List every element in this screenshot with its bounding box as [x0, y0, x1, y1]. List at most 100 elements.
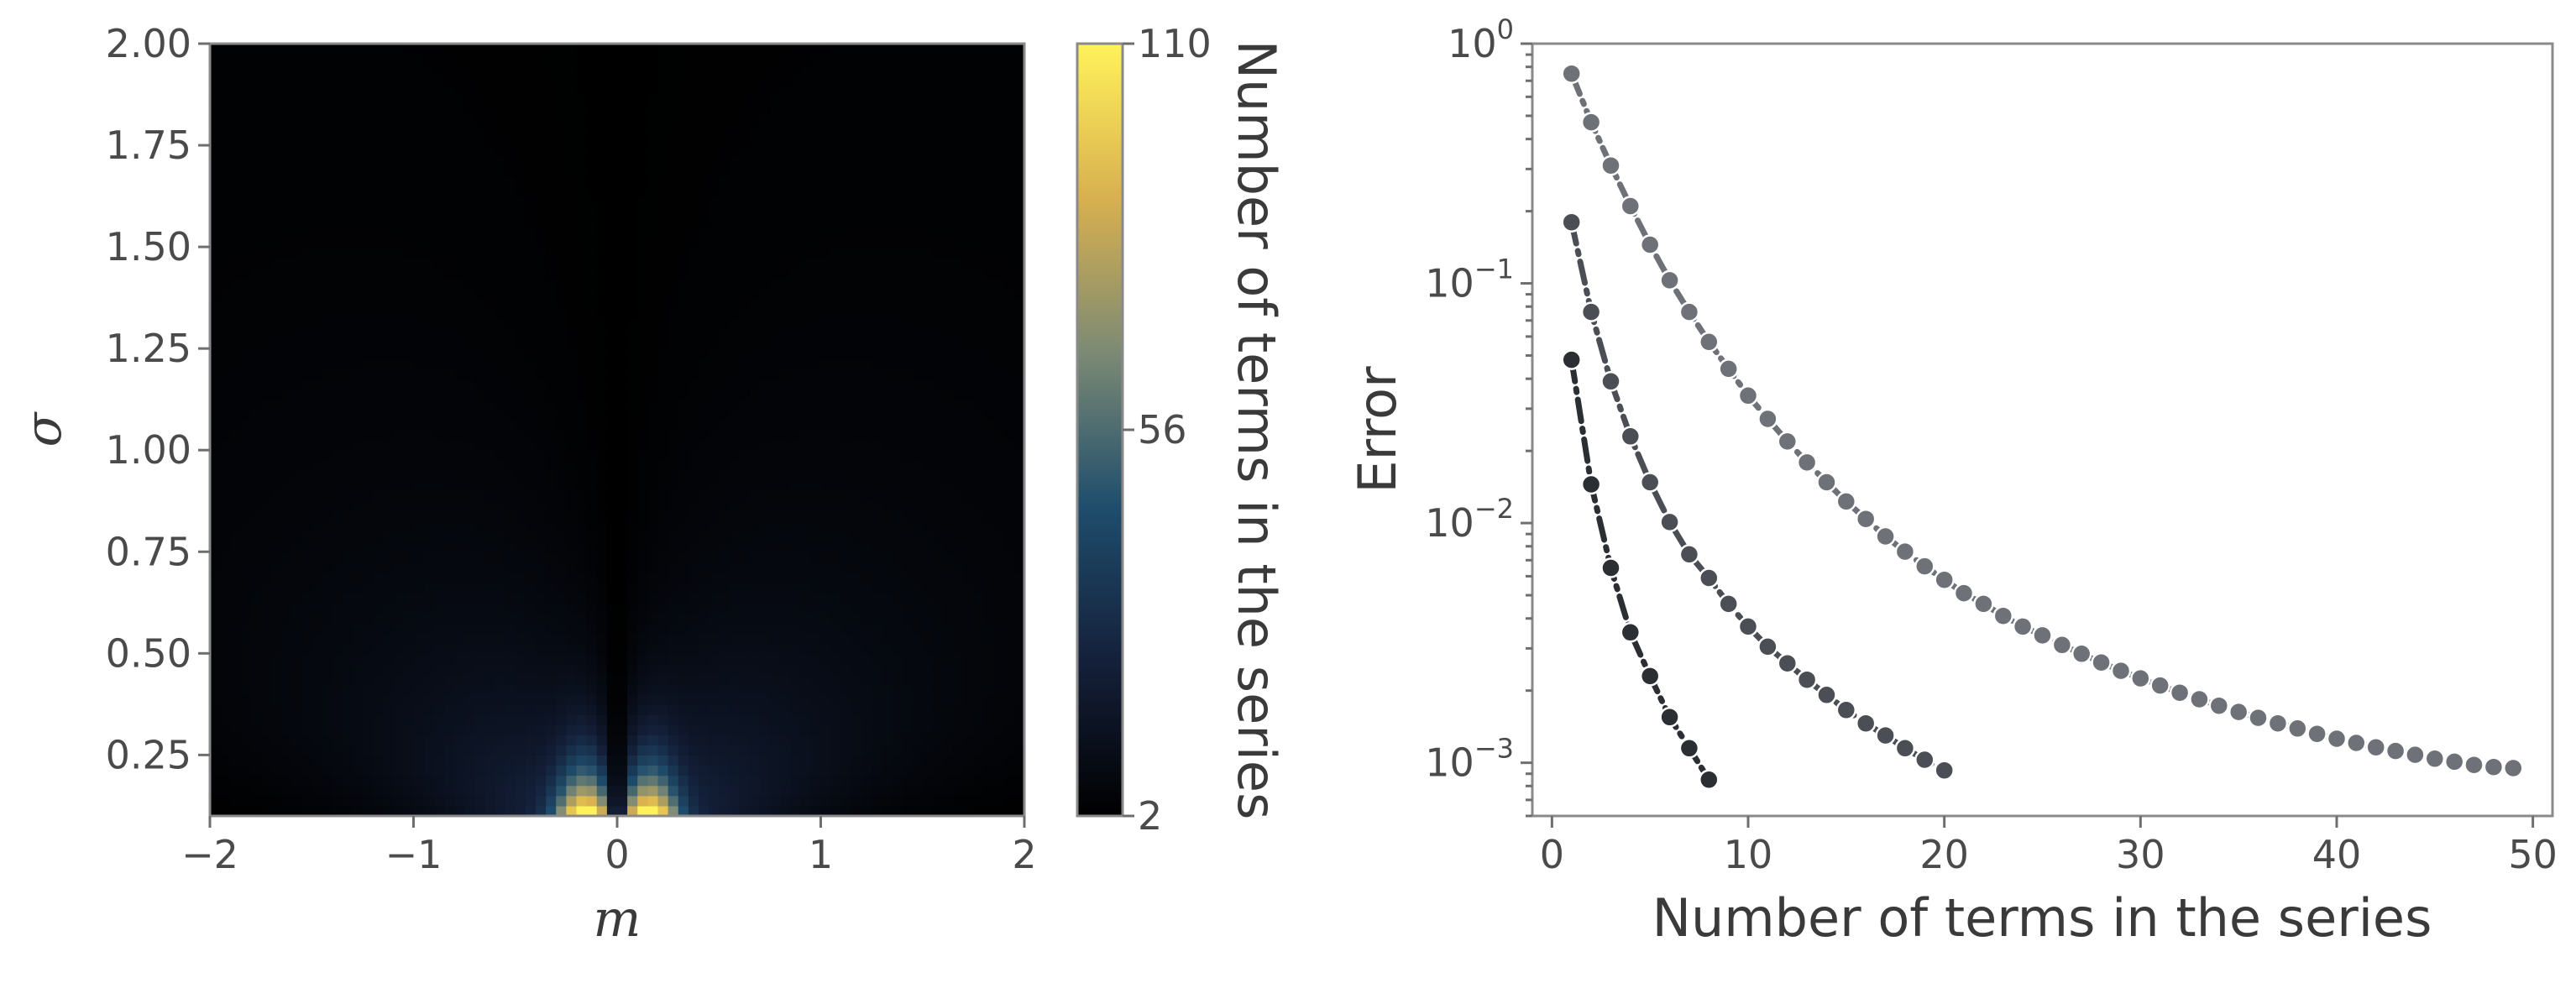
heatmap-cell	[505, 196, 516, 207]
heatmap-cell	[830, 735, 842, 745]
heatmap-cell	[576, 196, 588, 207]
heatmap-cell	[922, 572, 934, 583]
heatmap-cell	[739, 745, 751, 756]
heatmap-cell	[393, 500, 404, 512]
heatmap-cell	[342, 643, 353, 654]
heatmap-cell	[260, 775, 272, 787]
heatmap-cell	[484, 643, 496, 654]
heatmap-cell	[790, 470, 801, 482]
heatmap-cell	[800, 327, 811, 339]
heatmap-cell	[566, 500, 578, 512]
heatmap-cell	[291, 714, 302, 725]
heatmap-cell	[230, 419, 241, 431]
heatmap-cell	[739, 379, 751, 390]
heatmap-cell	[220, 643, 231, 654]
heatmap-cell	[515, 369, 526, 380]
heatmap-cell	[270, 775, 282, 787]
heatmap-cell	[210, 237, 221, 248]
heatmap-cell	[210, 745, 221, 756]
heatmap-cell	[688, 572, 699, 583]
heatmap-cell	[423, 358, 435, 369]
heatmap-cell	[729, 724, 741, 735]
heatmap-cell	[1013, 795, 1025, 807]
heatmap-cell	[413, 500, 425, 512]
heatmap-cell	[617, 186, 628, 197]
heatmap-cell	[270, 186, 282, 197]
heatmap-cell	[830, 673, 842, 685]
heatmap-cell	[474, 186, 485, 197]
heatmap-cell	[647, 805, 659, 817]
heatmap-cell	[270, 582, 282, 593]
heatmap-cell	[637, 196, 648, 207]
heatmap-cell	[260, 267, 272, 279]
heatmap-cell	[892, 277, 903, 289]
heatmap-cell	[983, 520, 995, 532]
heatmap-cell	[709, 297, 720, 309]
heatmap-cell	[312, 196, 322, 207]
heatmap-cell	[230, 785, 241, 797]
heatmap-cell	[423, 643, 435, 654]
heatmap-cell	[861, 623, 872, 634]
heatmap-cell	[688, 358, 699, 369]
heatmap-cell	[484, 735, 496, 745]
heatmap-cell	[820, 541, 832, 552]
heatmap-cell	[851, 470, 862, 482]
heatmap-cell	[872, 430, 882, 441]
heatmap-cell	[342, 470, 353, 482]
heatmap-cell	[617, 409, 628, 421]
heatmap-cell	[342, 267, 353, 279]
heatmap-cell	[546, 389, 557, 400]
heatmap-cell	[769, 562, 781, 573]
heatmap-cell	[993, 633, 1005, 644]
heatmap-cell	[322, 389, 333, 400]
heatmap-cell	[699, 297, 709, 309]
heatmap-cell	[851, 480, 862, 492]
heatmap-cell	[861, 755, 872, 766]
heatmap-cell	[943, 765, 954, 776]
heatmap-cell	[617, 683, 628, 695]
heatmap-cell	[993, 470, 1005, 482]
heatmap-cell	[230, 755, 241, 766]
heatmap-cell	[342, 805, 353, 817]
heatmap-cell	[464, 500, 475, 512]
heatmap-cell	[454, 277, 465, 289]
heatmap-cell	[280, 317, 292, 329]
heatmap-cell	[759, 399, 771, 410]
heatmap-cell	[332, 317, 343, 329]
heatmap-cell	[830, 623, 842, 634]
heatmap-cell	[270, 247, 282, 258]
heatmap-cell	[800, 663, 811, 675]
heatmap-cell	[932, 745, 944, 756]
heatmap-cell	[606, 206, 618, 217]
heatmap-cell	[433, 735, 445, 745]
heatmap-cell	[210, 460, 221, 472]
heatmap-cell	[383, 490, 394, 502]
heatmap-cell	[546, 348, 557, 359]
heatmap-cell	[210, 531, 221, 542]
heatmap-cell	[280, 175, 292, 187]
heatmap-cell	[1003, 795, 1015, 807]
heatmap-cell	[830, 745, 842, 756]
heatmap-cell	[536, 765, 547, 776]
heatmap-cell	[443, 683, 455, 695]
heatmap-cell	[1013, 724, 1025, 735]
heatmap-cell	[484, 693, 496, 705]
heatmap-cell	[373, 531, 384, 542]
heatmap-cell	[830, 602, 842, 614]
heatmap-cell	[515, 775, 526, 787]
heatmap-cell	[312, 206, 322, 217]
heatmap-cell	[250, 409, 262, 421]
heatmap-cell	[352, 633, 364, 644]
heatmap-cell	[433, 450, 445, 461]
heatmap-cell	[872, 226, 882, 238]
heatmap-cell	[260, 277, 272, 289]
heatmap-cell	[454, 765, 465, 776]
heatmap-cell	[861, 379, 872, 390]
heatmap-cell	[953, 460, 964, 472]
heatmap-cell	[505, 430, 516, 441]
heatmap-cell	[454, 369, 465, 380]
heatmap-cell	[515, 470, 526, 482]
heatmap-cell	[912, 572, 924, 583]
heatmap-cell	[270, 440, 282, 451]
heatmap-cell	[851, 693, 862, 705]
